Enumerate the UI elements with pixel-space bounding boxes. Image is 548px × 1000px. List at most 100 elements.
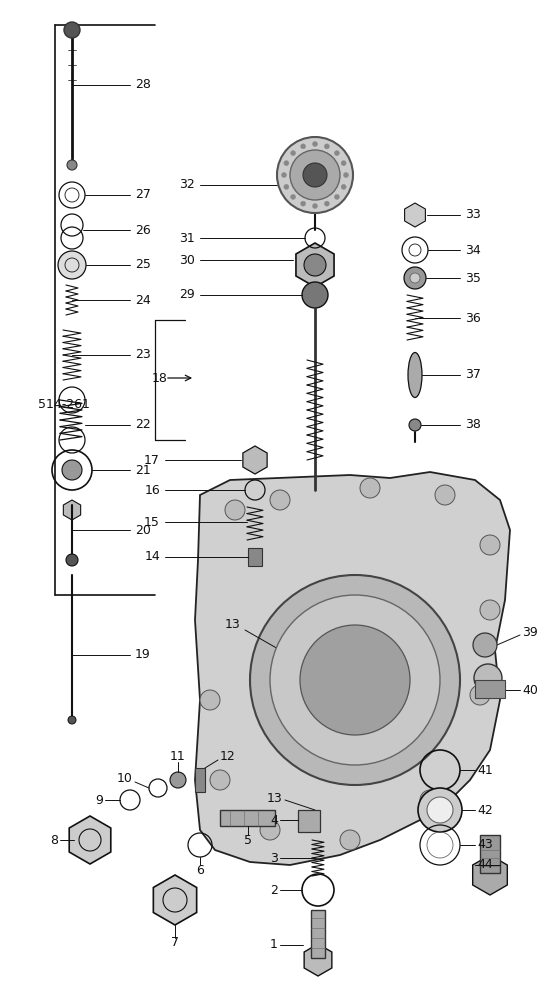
Text: 21: 21: [135, 464, 151, 477]
Circle shape: [250, 575, 460, 785]
Text: 29: 29: [179, 288, 195, 302]
Text: 41: 41: [477, 764, 493, 776]
Circle shape: [427, 797, 453, 823]
Text: 44: 44: [477, 858, 493, 871]
Circle shape: [341, 184, 346, 189]
Text: 16: 16: [144, 484, 160, 496]
Circle shape: [64, 22, 80, 38]
Circle shape: [58, 251, 86, 279]
Circle shape: [334, 151, 339, 156]
Circle shape: [480, 600, 500, 620]
Polygon shape: [195, 472, 510, 865]
Text: 43: 43: [477, 838, 493, 852]
Circle shape: [282, 172, 287, 178]
Circle shape: [301, 144, 306, 149]
Circle shape: [341, 161, 346, 166]
Circle shape: [420, 790, 440, 810]
Polygon shape: [296, 243, 334, 287]
Text: 10: 10: [117, 772, 133, 786]
Text: 15: 15: [144, 516, 160, 528]
Text: 27: 27: [135, 188, 151, 202]
Bar: [248, 548, 262, 566]
Circle shape: [260, 820, 280, 840]
Circle shape: [62, 460, 82, 480]
Text: 31: 31: [179, 232, 195, 244]
Circle shape: [470, 685, 490, 705]
Bar: [220, 810, 275, 826]
Text: 19: 19: [135, 648, 151, 662]
Text: 24: 24: [135, 294, 151, 306]
Ellipse shape: [408, 353, 422, 397]
Circle shape: [312, 141, 317, 146]
Text: 3: 3: [270, 852, 278, 864]
Bar: [311, 910, 325, 958]
Polygon shape: [69, 816, 111, 864]
Circle shape: [473, 633, 497, 657]
Text: 20: 20: [135, 524, 151, 536]
Circle shape: [302, 282, 328, 308]
Text: 2: 2: [270, 884, 278, 896]
Circle shape: [409, 419, 421, 431]
Text: 38: 38: [465, 418, 481, 432]
Circle shape: [360, 478, 380, 498]
Circle shape: [344, 172, 349, 178]
Circle shape: [170, 772, 186, 788]
Text: 514-261: 514-261: [38, 398, 90, 412]
Circle shape: [300, 625, 410, 735]
Text: 4: 4: [270, 814, 278, 826]
Text: 11: 11: [170, 750, 186, 764]
Circle shape: [284, 161, 289, 166]
Text: 40: 40: [522, 684, 538, 696]
Circle shape: [418, 788, 462, 832]
Text: 28: 28: [135, 79, 151, 92]
Circle shape: [277, 137, 353, 213]
Circle shape: [225, 500, 245, 520]
Text: 26: 26: [135, 224, 151, 236]
Text: 18: 18: [152, 371, 168, 384]
Circle shape: [67, 160, 77, 170]
Polygon shape: [153, 875, 197, 925]
Circle shape: [66, 554, 78, 566]
Circle shape: [474, 664, 502, 692]
Circle shape: [324, 144, 329, 149]
Text: 34: 34: [465, 243, 481, 256]
Circle shape: [301, 201, 306, 206]
Text: 8: 8: [50, 834, 58, 846]
Bar: [195, 768, 205, 792]
Polygon shape: [473, 855, 507, 895]
Circle shape: [435, 485, 455, 505]
Circle shape: [304, 254, 326, 276]
Circle shape: [410, 273, 420, 283]
Text: 42: 42: [477, 804, 493, 816]
Text: 33: 33: [465, 209, 481, 222]
Circle shape: [200, 690, 220, 710]
Text: 12: 12: [220, 750, 236, 764]
Polygon shape: [243, 446, 267, 474]
Circle shape: [303, 163, 327, 187]
Text: 35: 35: [465, 271, 481, 284]
Bar: [298, 810, 320, 832]
Text: 30: 30: [179, 253, 195, 266]
Text: 22: 22: [135, 418, 151, 432]
Text: 17: 17: [144, 454, 160, 466]
Circle shape: [290, 150, 340, 200]
Text: 13: 13: [266, 792, 282, 804]
Text: 1: 1: [270, 938, 278, 952]
Polygon shape: [404, 203, 425, 227]
Bar: [480, 835, 500, 873]
Text: 23: 23: [135, 349, 151, 361]
Text: 9: 9: [95, 794, 103, 806]
Text: 14: 14: [144, 550, 160, 564]
Circle shape: [340, 830, 360, 850]
Circle shape: [290, 194, 295, 199]
Circle shape: [68, 716, 76, 724]
Text: 36: 36: [465, 312, 481, 324]
Text: 13: 13: [224, 618, 240, 632]
Text: 6: 6: [196, 863, 204, 876]
Circle shape: [270, 595, 440, 765]
Circle shape: [210, 770, 230, 790]
Circle shape: [270, 490, 290, 510]
Text: 5: 5: [244, 834, 252, 846]
Circle shape: [284, 184, 289, 189]
Circle shape: [290, 151, 295, 156]
